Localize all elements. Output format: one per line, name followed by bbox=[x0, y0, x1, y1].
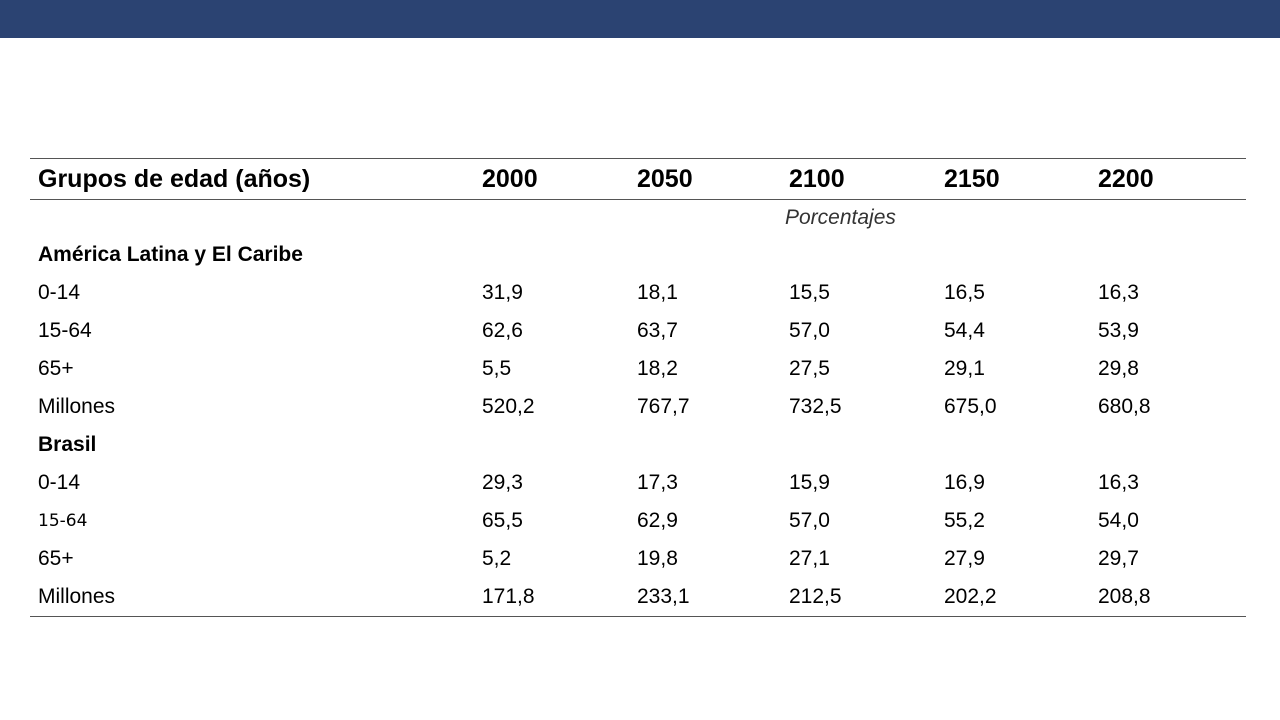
table-cell: 208,8 bbox=[1098, 585, 1151, 608]
table-cell: 55,2 bbox=[944, 509, 985, 532]
table-cell: 27,1 bbox=[789, 547, 830, 570]
table-cell: 16,3 bbox=[1098, 471, 1139, 494]
table-cell: 17,3 bbox=[637, 471, 678, 494]
table-cell: 29,3 bbox=[482, 471, 523, 494]
table-cell: 57,0 bbox=[789, 509, 830, 532]
table-top-rule bbox=[30, 158, 1246, 159]
table-cell: 202,2 bbox=[944, 585, 997, 608]
table-cell: 62,9 bbox=[637, 509, 678, 532]
table-cell: 65,5 bbox=[482, 509, 523, 532]
table-row: 65+ 5,2 19,8 27,1 27,9 29,7 bbox=[30, 540, 1246, 578]
table-cell: 29,8 bbox=[1098, 357, 1139, 380]
row-label: Millones bbox=[38, 585, 116, 608]
section-title: América Latina y El Caribe bbox=[38, 243, 303, 266]
table-cell: 18,1 bbox=[637, 281, 678, 304]
table-cell: 15,5 bbox=[789, 281, 830, 304]
table-row: 0-14 29,3 17,3 15,9 16,9 16,3 bbox=[30, 464, 1246, 502]
table-cell: 29,7 bbox=[1098, 547, 1139, 570]
table-row: 15-64 62,6 63,7 57,0 54,4 53,9 bbox=[30, 312, 1246, 350]
table-row: Millones 520,2 767,7 732,5 675,0 680,8 bbox=[30, 388, 1246, 426]
table-row: 15-64 65,5 62,9 57,0 55,2 54,0 bbox=[30, 502, 1246, 540]
population-table: Grupos de edad (años) 2000 2050 2100 215… bbox=[30, 158, 1246, 617]
row-label: 15-64 bbox=[38, 319, 92, 342]
table-cell: 233,1 bbox=[637, 585, 690, 608]
table-cell: 520,2 bbox=[482, 395, 535, 418]
unit-label: Porcentajes bbox=[785, 206, 896, 229]
table-cell: 29,1 bbox=[944, 357, 985, 380]
table-header-row: Grupos de edad (años) 2000 2050 2100 215… bbox=[30, 159, 1246, 199]
row-label: Millones bbox=[38, 395, 116, 418]
table-cell: 27,5 bbox=[789, 357, 830, 380]
table-cell: 18,2 bbox=[637, 357, 678, 380]
table-cell: 212,5 bbox=[789, 585, 842, 608]
table-cell: 31,9 bbox=[482, 281, 523, 304]
table-cell: 5,5 bbox=[482, 357, 512, 380]
table-cell: 53,9 bbox=[1098, 319, 1139, 342]
table-cell: 5,2 bbox=[482, 547, 512, 570]
unit-row: Porcentajes bbox=[30, 200, 1246, 236]
header-bottom-rule bbox=[30, 199, 1246, 200]
table-cell: 63,7 bbox=[637, 319, 678, 342]
table-cell: 16,5 bbox=[944, 281, 985, 304]
table-row: 0-14 31,9 18,1 15,5 16,5 16,3 bbox=[30, 274, 1246, 312]
table-bottom-rule bbox=[30, 616, 1246, 617]
table-cell: 680,8 bbox=[1098, 395, 1151, 418]
table-cell: 57,0 bbox=[789, 319, 830, 342]
row-label: 65+ bbox=[38, 547, 74, 570]
table-cell: 27,9 bbox=[944, 547, 985, 570]
table-cell: 732,5 bbox=[789, 395, 842, 418]
row-label: 0-14 bbox=[38, 281, 81, 304]
table-cell: 675,0 bbox=[944, 395, 997, 418]
row-label: 65+ bbox=[38, 357, 74, 380]
table-cell: 19,8 bbox=[637, 547, 678, 570]
section-heading-brasil: Brasil bbox=[30, 426, 1246, 464]
header-age-groups: Grupos de edad (años) bbox=[38, 164, 311, 193]
header-year-2100: 2100 bbox=[789, 164, 845, 193]
header-year-2000: 2000 bbox=[482, 164, 538, 193]
section-heading-latin-america: América Latina y El Caribe bbox=[30, 236, 1246, 274]
table-cell: 54,0 bbox=[1098, 509, 1139, 532]
table-cell: 16,9 bbox=[944, 471, 985, 494]
section-title: Brasil bbox=[38, 433, 97, 456]
header-year-2050: 2050 bbox=[637, 164, 693, 193]
row-label: 15-64 bbox=[38, 511, 88, 531]
table-cell: 54,4 bbox=[944, 319, 985, 342]
header-year-2200: 2200 bbox=[1098, 164, 1154, 193]
row-label: 0-14 bbox=[38, 471, 81, 494]
table-cell: 15,9 bbox=[789, 471, 830, 494]
table-row: Millones 171,8 233,1 212,5 202,2 208,8 bbox=[30, 578, 1246, 616]
table-row: 65+ 5,5 18,2 27,5 29,1 29,8 bbox=[30, 350, 1246, 388]
table-cell: 16,3 bbox=[1098, 281, 1139, 304]
table-cell: 767,7 bbox=[637, 395, 690, 418]
top-banner bbox=[0, 0, 1280, 38]
header-year-2150: 2150 bbox=[944, 164, 1000, 193]
table-cell: 62,6 bbox=[482, 319, 523, 342]
table-cell: 171,8 bbox=[482, 585, 535, 608]
